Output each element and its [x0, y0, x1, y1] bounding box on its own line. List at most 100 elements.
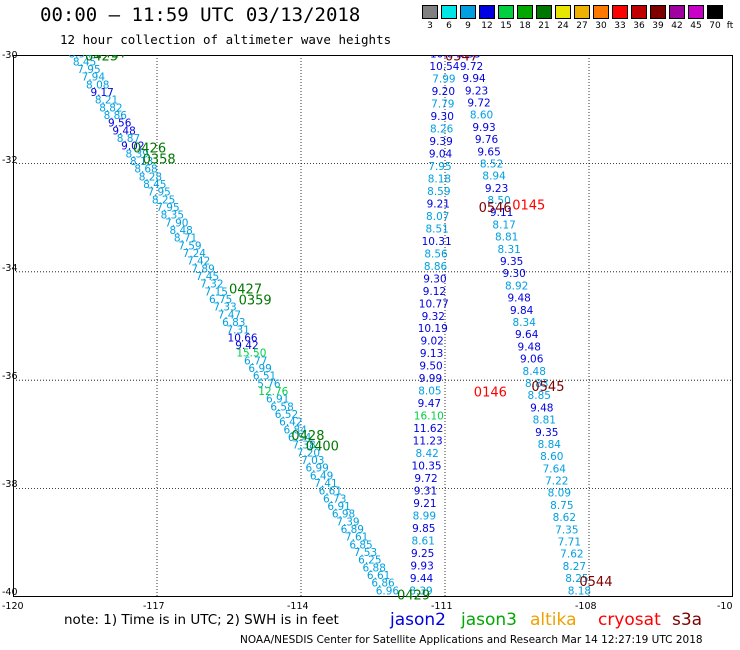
wave-height-value: 8.83 — [525, 378, 548, 390]
wave-height-value: 6.49 — [310, 470, 333, 482]
wave-height-value: 7.64 — [543, 463, 567, 475]
wave-height-value: 15.50 — [236, 348, 266, 360]
wave-height-value: 8.25 — [565, 573, 588, 585]
wave-height-value: 7.35 — [555, 524, 578, 536]
wave-height-value: 9.84 — [510, 305, 534, 317]
satellite-label-altika: altika — [530, 610, 577, 630]
wave-height-value: 8.99 — [413, 510, 436, 522]
wave-height-value: 9.85 — [412, 523, 435, 535]
wave-height-value: 8.42 — [415, 448, 438, 460]
wave-height-value: 8.56 — [424, 248, 448, 260]
y-tick-32: -32 — [2, 155, 18, 166]
legend-bin-label: 70 — [709, 21, 721, 31]
wave-height-value: 9.56 — [108, 118, 132, 130]
wave-height-value: 7.79 — [431, 99, 454, 111]
wave-height-value: 7.94 — [82, 72, 106, 84]
x-tick-left: -120 — [2, 601, 24, 612]
wave-height-value: 8.86 — [104, 110, 128, 122]
y-tick-36: -36 — [2, 371, 18, 382]
plot-frame — [13, 55, 733, 597]
wave-height-value: 6.54 — [288, 432, 312, 444]
wave-height-value: 8.85 — [528, 390, 551, 402]
wave-height-value: 8.35 — [161, 210, 184, 222]
wave-height-value: 6.88 — [363, 562, 386, 574]
wave-height-value: 8.84 — [538, 439, 562, 451]
wave-height-value: 8.86 — [424, 261, 448, 273]
legend-swatch — [441, 5, 457, 19]
wave-height-value: 10.54 — [429, 61, 459, 73]
wave-height-value: 9.12 — [423, 286, 446, 298]
pass-time-label: 0359 — [239, 293, 272, 308]
wave-height-value: 7.42 — [187, 256, 210, 268]
legend-bin-label: 39 — [652, 21, 664, 31]
wave-height-value: 8.81 — [495, 232, 518, 244]
wave-height-value: 10.35 — [412, 461, 442, 473]
x-tick-111: -111 — [431, 601, 453, 612]
legend-bin-label: 12 — [481, 21, 493, 31]
wave-height-value: 8.31 — [497, 244, 520, 256]
legend-swatch — [669, 5, 685, 19]
wave-height-value: 7.95 — [156, 202, 179, 214]
wave-height-value: 6.73 — [323, 493, 346, 505]
wave-height-value: 8.48 — [169, 225, 192, 237]
wave-height-value: 8.50 — [487, 195, 510, 207]
legend-bin-label: 27 — [576, 21, 588, 31]
legend-bin-label: 15 — [500, 21, 512, 31]
map-subtitle: 12 hour collection of altimeter wave hei… — [60, 32, 392, 47]
footnote: note: 1) Time is in UTC; 2) SWH is in fe… — [64, 612, 339, 628]
wave-height-value: 9.33 — [457, 55, 480, 61]
wave-height-value: 9.25 — [411, 548, 434, 560]
legend-swatch — [688, 5, 704, 19]
wave-height-value: 9.20 — [432, 86, 455, 98]
wave-height-value: 6.58 — [270, 401, 293, 413]
wave-height-value: 9.93 — [472, 122, 495, 134]
wave-height-value: 9.39 — [429, 136, 452, 148]
wave-height-value: 8.68 — [134, 164, 157, 176]
wave-height-value: 7.95 — [428, 161, 451, 173]
satellite-label-s3a: s3a — [672, 610, 703, 630]
wave-height-value: 9.17 — [90, 87, 113, 99]
legend-bin-label: 21 — [538, 21, 550, 31]
wave-height-value: 8.13 — [130, 156, 153, 168]
wave-height-value: 7.39 — [336, 516, 359, 528]
wave-height-value: 9.04 — [429, 149, 453, 161]
wave-height-value: 8.94 — [482, 171, 506, 183]
legend-bin-label: 42 — [671, 21, 683, 31]
wave-height-value: 7.59 — [178, 240, 201, 252]
wave-height-value: 9.50 — [419, 361, 442, 373]
wave-height-value: 7.89 — [191, 263, 214, 275]
wave-height-value: 6.91 — [327, 501, 350, 513]
wave-height-value: 7.47 — [218, 309, 241, 321]
wave-height-value: 9.48 — [507, 293, 530, 305]
wave-height-value: 9.13 — [420, 348, 443, 360]
wave-height-value: 9.06 — [520, 354, 544, 366]
wave-height-value: 6.86 — [371, 578, 395, 590]
legend-swatch — [650, 5, 666, 19]
wave-height-value: 7.62 — [560, 549, 583, 561]
wave-height-value: 12.76 — [258, 386, 288, 398]
legend-swatch — [707, 5, 723, 19]
wave-height-value: 8.60 — [540, 451, 563, 463]
pass-time-label: 0427 — [95, 55, 128, 62]
wave-height-value: 7.95 — [77, 64, 100, 76]
legend-swatch — [460, 5, 476, 19]
wave-height-value: 8.61 — [412, 535, 435, 547]
wave-height-value: 7.15 — [205, 286, 228, 298]
pass-time-label: 0145 — [512, 198, 545, 213]
wave-height-value: 9.48 — [518, 341, 541, 353]
pass-time-label: 0426 — [133, 142, 166, 157]
legend-swatch — [536, 5, 552, 19]
wave-height-value: 7.24 — [183, 248, 207, 260]
credit-line: NOAA/NESDIS Center for Satellite Applica… — [240, 634, 703, 646]
wave-height-value: 5.76 — [257, 378, 281, 390]
satellite-label-jason3: jason3 — [461, 610, 517, 630]
pass-time-label: 0400 — [306, 440, 339, 455]
wave-height-value: 6.51 — [253, 371, 276, 383]
wave-height-value: 9.48 — [112, 125, 135, 137]
satellite-label-cryosat: cryosat — [598, 610, 661, 630]
pass-time-label: 0547 — [445, 55, 478, 64]
legend-swatch — [498, 5, 514, 19]
wave-height-value: 6.98 — [332, 509, 355, 521]
wave-height-value: 7.61 — [345, 532, 368, 544]
wave-height-value: 9.21 — [427, 198, 450, 210]
